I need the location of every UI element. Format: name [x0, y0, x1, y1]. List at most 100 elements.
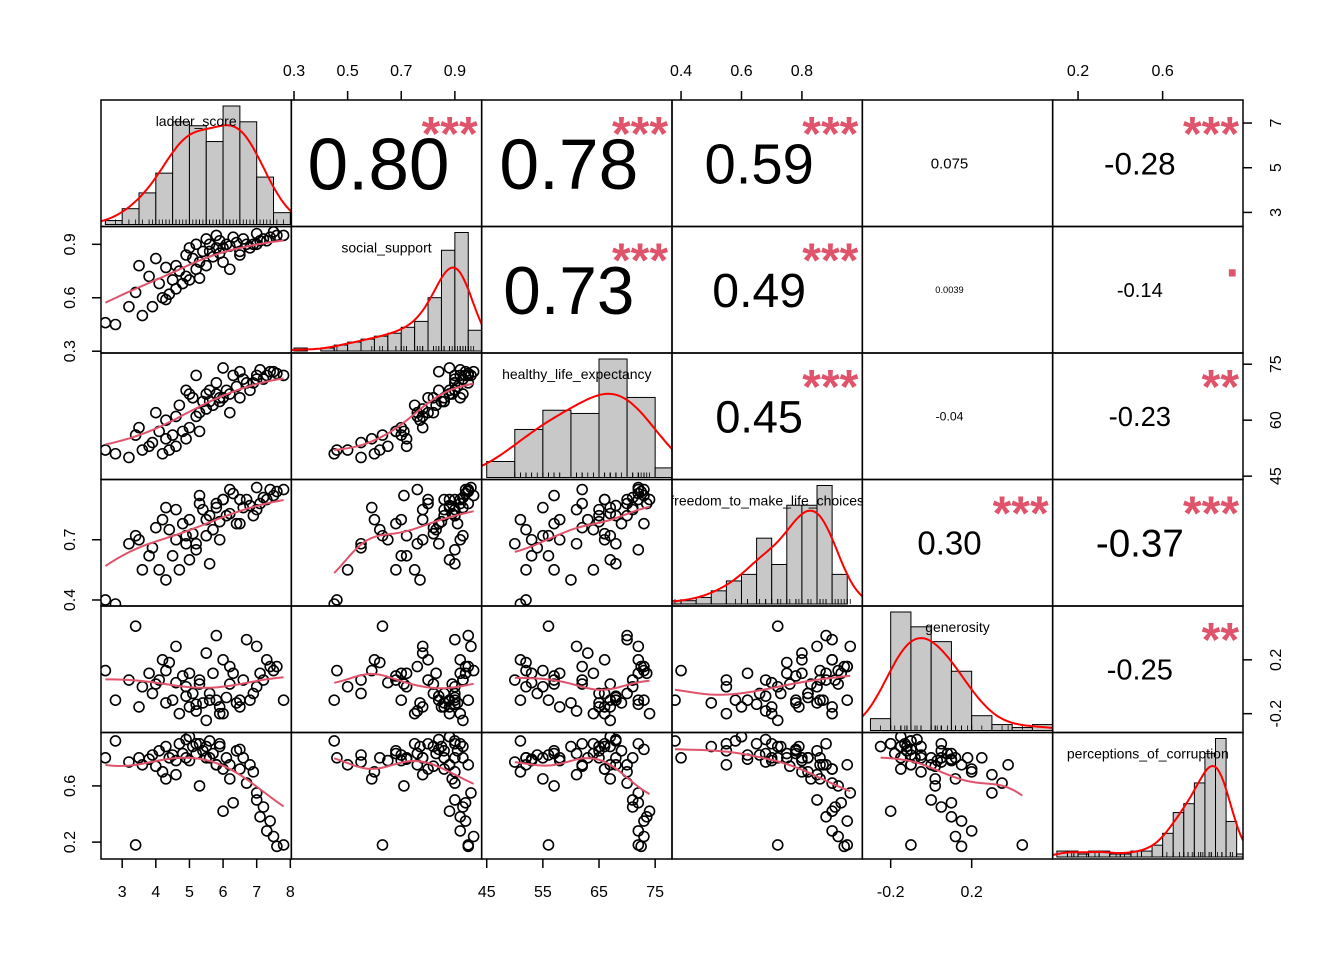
scatter-point [638, 660, 650, 673]
histogram-bar [273, 212, 291, 225]
scatter-point [520, 564, 532, 576]
scatter-point [720, 759, 733, 771]
scatter-point [443, 362, 456, 374]
histogram-bar [256, 176, 275, 226]
scatter-point [398, 425, 410, 438]
density-curve [672, 509, 863, 603]
scatter-point [328, 694, 341, 707]
smooth-line [514, 505, 650, 553]
y-tick-label: 7 [1268, 118, 1285, 127]
scatter-panel [101, 620, 290, 727]
x-tick-label: 0.9 [444, 63, 466, 80]
scatter-panel [328, 620, 480, 727]
histogram-bar [1193, 782, 1206, 858]
scatter-point [604, 759, 617, 771]
scatter-point [457, 529, 469, 542]
scatter-point [443, 501, 456, 514]
scatter-point [183, 754, 196, 767]
scatter-point [267, 830, 280, 843]
correlation-value: 0.45 [715, 391, 803, 442]
scatter-point [621, 687, 633, 700]
y-tick-label: 5 [1268, 163, 1285, 172]
histogram-bar [514, 428, 544, 479]
scatter-point [638, 664, 650, 677]
scatter-point [720, 737, 733, 750]
scatter-point [156, 447, 169, 460]
scatter-point [237, 674, 250, 686]
scatter-point [449, 737, 461, 750]
scatter-point [604, 554, 617, 566]
scatter-point [604, 501, 617, 514]
scatter-point [576, 759, 588, 771]
scatter-point [160, 501, 172, 514]
scatter-point [793, 740, 805, 753]
scatter-point [929, 773, 942, 785]
scatter-point [771, 620, 784, 632]
scatter-point [197, 697, 209, 709]
scatter-point [210, 377, 223, 389]
scatter-point [190, 737, 202, 750]
scatter-point [234, 743, 246, 756]
scatter-point [835, 796, 847, 809]
variable-name: generosity [925, 619, 990, 635]
histogram-panel: generosity [862, 611, 1053, 732]
scatter-point [390, 744, 402, 757]
scatter-point [576, 483, 588, 496]
scatter-point [593, 687, 605, 700]
scatter-point [193, 780, 206, 792]
scatter-point [408, 707, 421, 720]
scatter-point [672, 735, 681, 747]
scatter-point [935, 737, 948, 750]
scatter-point [548, 489, 560, 502]
scatter-point [277, 694, 290, 707]
scatter-point [965, 766, 978, 778]
scatter-point [811, 744, 823, 757]
scatter-point [604, 740, 617, 753]
scatter-point [234, 694, 246, 707]
scatter-point [832, 678, 844, 690]
scatter-point [210, 629, 223, 642]
scatter-point [975, 751, 988, 764]
scatter-point [643, 493, 656, 506]
scatter-point [197, 503, 209, 516]
histogram-bar [801, 504, 818, 605]
scatter-point [411, 483, 424, 496]
scatter-point [675, 664, 687, 677]
scatter-point [443, 388, 456, 400]
scatter-point [264, 660, 276, 673]
scatter-point [217, 707, 229, 720]
scatter-point [234, 249, 246, 261]
smooth-line [333, 510, 474, 574]
scatter-point [759, 756, 772, 768]
scatter-point [454, 825, 467, 837]
scatter-point [250, 794, 263, 806]
scatter-point [514, 513, 527, 526]
scatter-point [835, 667, 847, 680]
correlation-value: 0.80 [307, 125, 449, 206]
scatter-point [520, 594, 532, 606]
scatter-point [632, 640, 645, 653]
scatter-point [123, 537, 135, 550]
histogram-bar [654, 467, 672, 479]
scatter-point [832, 780, 844, 792]
scatter-point [632, 481, 645, 494]
x-tick-label: 3 [118, 884, 127, 901]
scatter-point [443, 707, 456, 720]
scatter-point [895, 763, 907, 775]
significance-stars: *** [802, 108, 858, 161]
scatter-point [774, 740, 787, 753]
scatter-point [220, 691, 233, 704]
scatter-point [841, 660, 854, 673]
scatter-point [520, 680, 532, 693]
scatter-point [123, 300, 135, 313]
scatter-point [223, 773, 236, 785]
scatter-point [220, 509, 233, 522]
scatter-point [143, 440, 155, 453]
smooth-line [334, 382, 474, 451]
scatter-point [240, 493, 253, 506]
scatter-point [234, 517, 246, 530]
scatter-point [341, 680, 354, 693]
histogram-panel: freedom_to_make_life_choices [672, 485, 863, 605]
scatter-point [170, 768, 182, 781]
scatter-point [203, 694, 216, 707]
